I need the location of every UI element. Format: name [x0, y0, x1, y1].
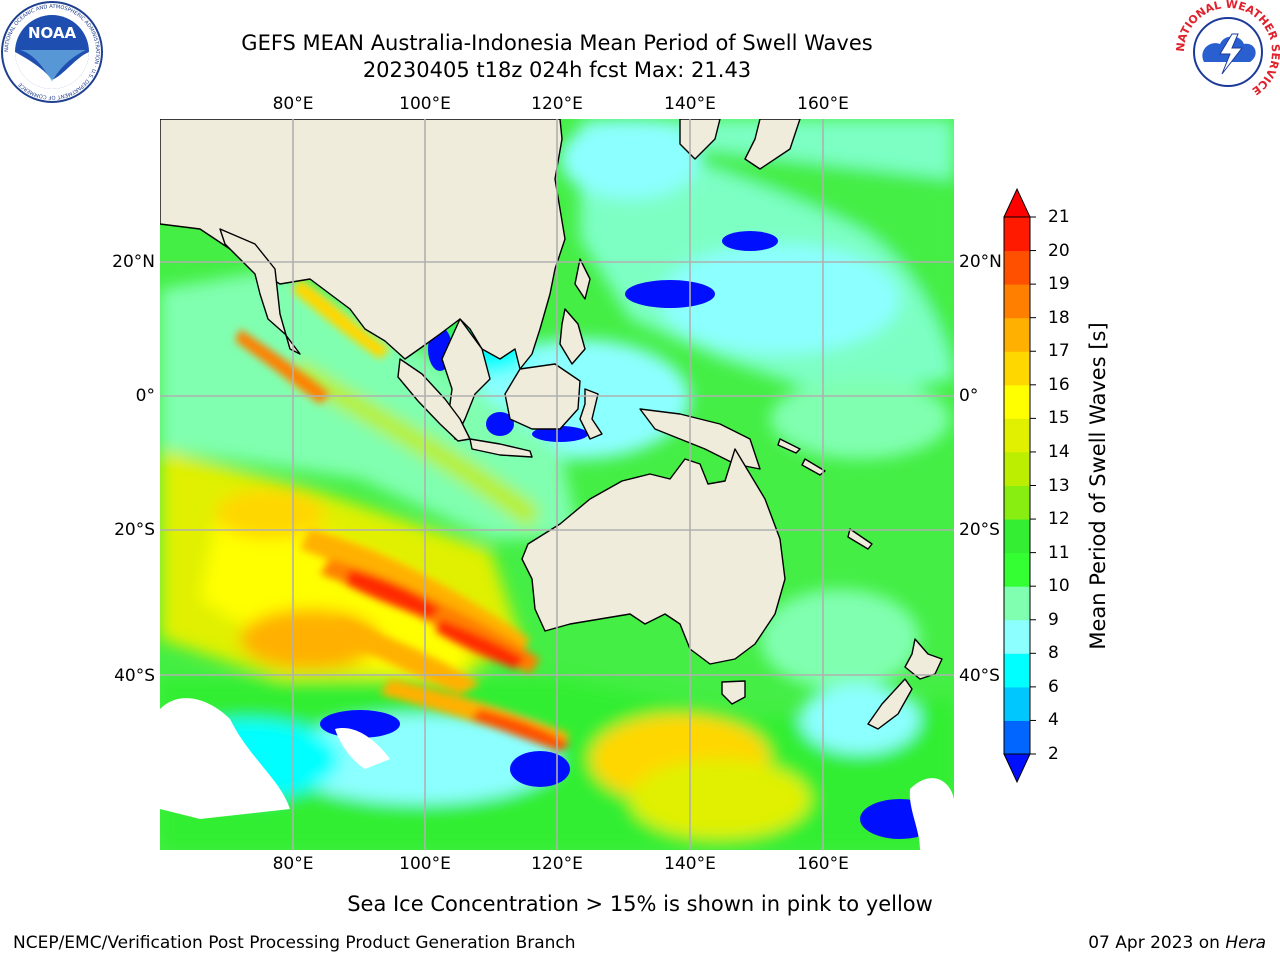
lon-tick-bottom-80e: 80°E	[272, 854, 314, 874]
lat-tick-left-0: 0°	[135, 386, 155, 406]
colorbar-tick-label: 12	[1048, 509, 1070, 530]
colorbar-tick-label: 17	[1048, 341, 1070, 362]
noaa-logo-text: NOAA	[28, 24, 77, 42]
lon-tick-bottom-140e: 140°E	[664, 854, 716, 874]
colorbar-tick-label: 6	[1048, 676, 1059, 697]
colorbar-swatch	[1004, 686, 1030, 721]
colorbar-tick-label: 21	[1048, 207, 1070, 227]
lon-tick-top-100e: 100°E	[399, 94, 451, 114]
lat-tick-left-20s: 20°S	[114, 520, 155, 540]
colorbar-tick-label: 18	[1048, 307, 1070, 328]
map-gridlines	[160, 119, 954, 850]
lon-tick-top-140e: 140°E	[664, 94, 716, 114]
lat-tick-left-20n: 20°N	[112, 252, 155, 272]
lat-tick-right-20n: 20°N	[959, 252, 1002, 272]
colorbar-tick-label: 11	[1048, 542, 1070, 563]
colorbar-swatch	[1004, 653, 1030, 688]
colorbar-title: Mean Period of Swell Waves [s]	[1086, 322, 1110, 650]
host-name: Hera	[1225, 933, 1266, 953]
colorbar-tick-label: 20	[1048, 240, 1070, 261]
producer-credit: NCEP/EMC/Verification Post Processing Pr…	[13, 933, 576, 953]
colorbar-swatch	[1004, 552, 1030, 587]
lon-tick-bottom-120e: 120°E	[531, 854, 583, 874]
lat-tick-right-40s: 40°S	[959, 666, 1000, 686]
map-field	[160, 119, 954, 850]
lat-tick-right-0: 0°	[959, 386, 979, 406]
colorbar-tick-label: 9	[1048, 609, 1059, 630]
lon-tick-bottom-100e: 100°E	[399, 854, 451, 874]
colorbar-swatch	[1004, 250, 1030, 285]
colorbar-swatch	[1004, 485, 1030, 520]
noaa-logo: NATIONAL OCEANIC AND ATMOSPHERIC ADMINIS…	[1, 1, 103, 103]
lon-tick-top-160e: 160°E	[797, 94, 849, 114]
lon-tick-top-80e: 80°E	[272, 94, 314, 114]
colorbar-tick-label: 19	[1048, 274, 1070, 295]
lat-tick-right-20s: 20°S	[959, 520, 1000, 540]
colorbar-tick-label: 8	[1048, 643, 1059, 664]
nws-logo: NATIONAL WEATHER SERVICE	[1176, 0, 1280, 102]
colorbar-swatch	[1004, 451, 1030, 486]
colorbar-tick-label: 14	[1048, 441, 1070, 462]
colorbar-extend-min	[1003, 753, 1031, 784]
run-date-text: 07 Apr 2023 on	[1088, 933, 1220, 953]
sea-ice-note: Sea Ice Concentration > 15% is shown in …	[347, 892, 933, 916]
colorbar-tick-label: 4	[1048, 710, 1059, 731]
colorbar-swatch	[1004, 619, 1030, 654]
colorbar-tick-label: 13	[1048, 475, 1070, 496]
lat-tick-left-40s: 40°S	[114, 666, 155, 686]
colorbar-swatch	[1004, 418, 1030, 453]
colorbar-swatch	[1004, 519, 1030, 554]
colorbar-tick-label: 10	[1048, 576, 1070, 597]
colorbar	[1003, 187, 1036, 784]
lon-tick-bottom-160e: 160°E	[797, 854, 849, 874]
colorbar-swatch	[1004, 284, 1030, 319]
colorbar-swatch	[1004, 586, 1030, 621]
colorbar-tick-label: 2	[1048, 744, 1059, 764]
colorbar-extend-max	[1003, 187, 1031, 218]
chart-title-line1: GEFS MEAN Australia-Indonesia Mean Perio…	[241, 31, 873, 55]
colorbar-tick-label: 16	[1048, 374, 1070, 395]
colorbar-swatch	[1004, 217, 1030, 252]
colorbar-swatch	[1004, 384, 1030, 419]
colorbar-swatch	[1004, 720, 1030, 755]
run-date: 07 Apr 2023 on Hera	[1088, 933, 1266, 953]
chart-title-line2: 20230405 t18z 024h fcst Max: 21.43	[362, 58, 752, 82]
colorbar-swatch	[1004, 351, 1030, 386]
colorbar-tick-label: 15	[1048, 408, 1070, 429]
lon-tick-top-120e: 120°E	[531, 94, 583, 114]
colorbar-swatch	[1004, 317, 1030, 352]
